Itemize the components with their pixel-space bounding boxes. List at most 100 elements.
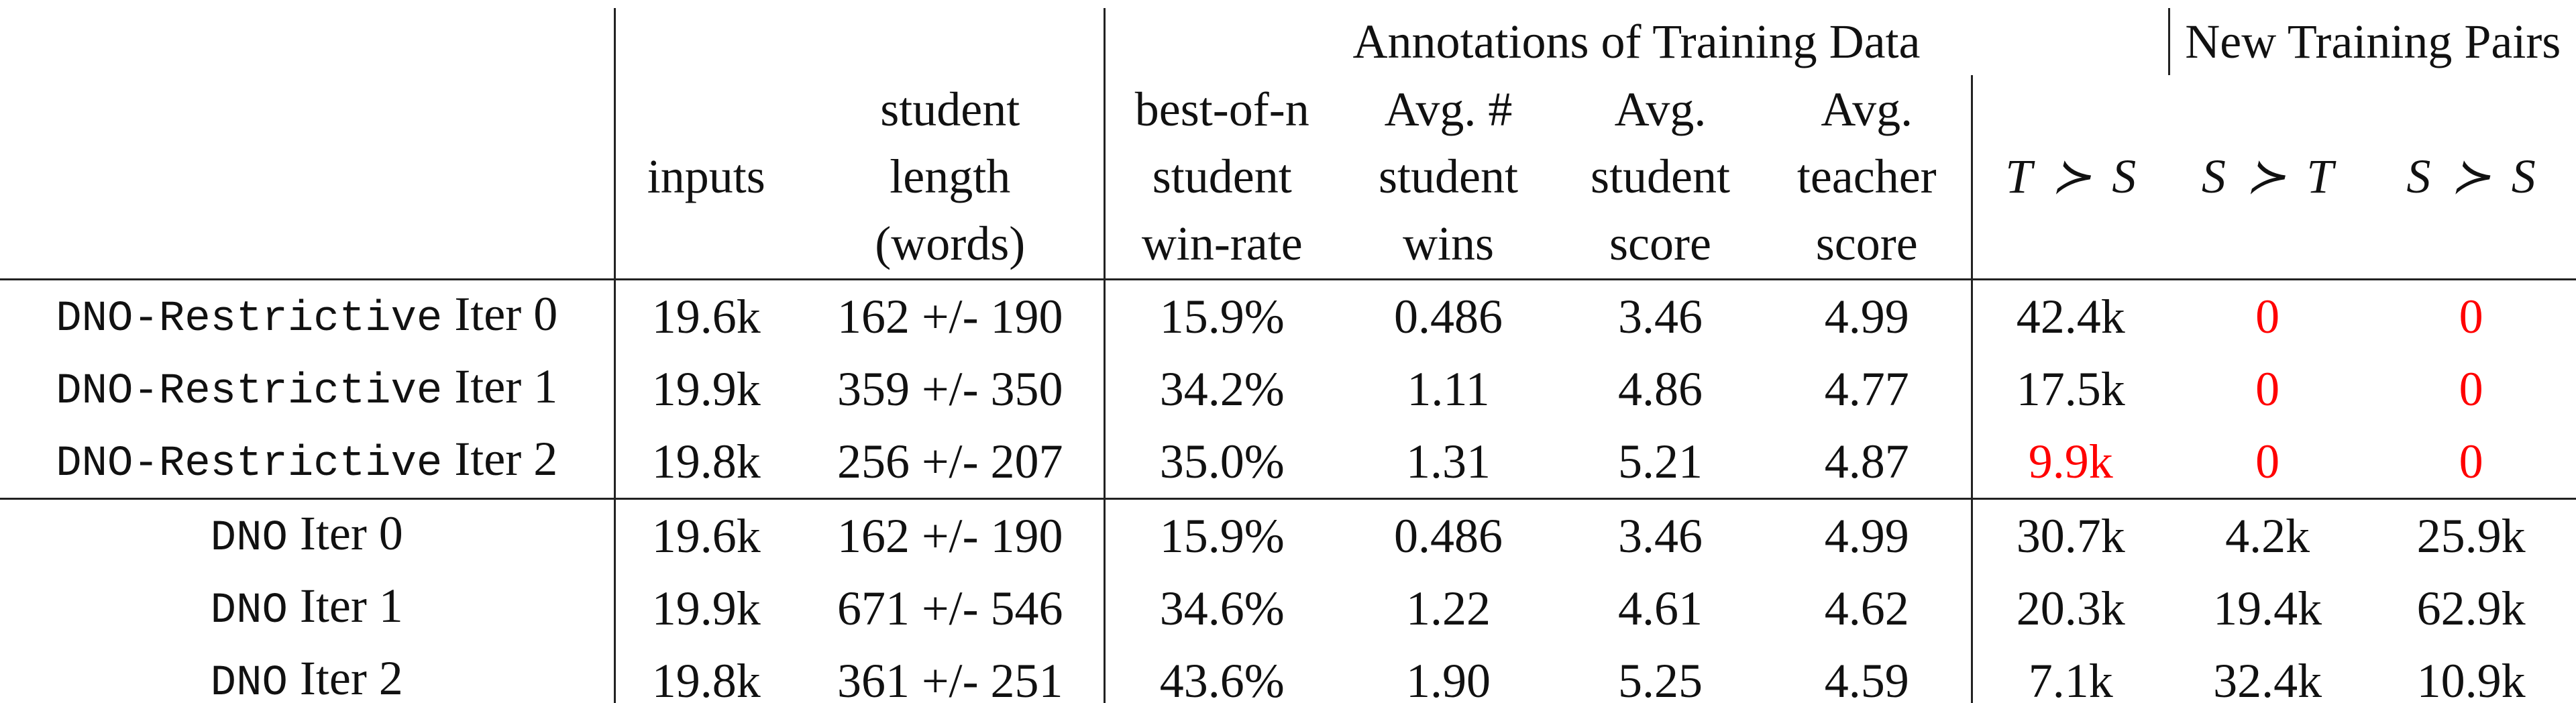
table-cell: 43.6%: [1103, 644, 1339, 703]
header-line: inputs: [647, 150, 765, 204]
table-cell: 15.9%: [1103, 497, 1339, 572]
method-name: DNO-Restrictive: [56, 367, 443, 416]
table-cell: 19.4k: [2213, 581, 2322, 635]
header-line: S ≻ S: [2406, 150, 2536, 204]
table-cell: 19.9k: [613, 572, 797, 645]
column-header: Avg. # student wins: [1339, 75, 1558, 279]
table-cell: 25.9k: [2366, 497, 2576, 572]
table-cell: 30.7k: [1970, 497, 2169, 572]
header-line: score: [1609, 217, 1711, 271]
table-cell: 5.25: [1618, 653, 1703, 703]
table-cell: 32.4k: [2213, 653, 2322, 703]
empty-cell: [0, 75, 614, 279]
group-header: Annotations of Training Data: [1103, 8, 2169, 75]
row-label: DNO-Restrictive Iter 1: [0, 353, 614, 425]
empty-cell: [0, 8, 614, 75]
table-cell: 1.22: [1406, 581, 1491, 635]
table-cell: 1.31: [1406, 434, 1491, 488]
table-cell: 1.90: [1406, 653, 1491, 703]
table-cell: 4.77: [1824, 362, 1909, 416]
table-cell: 62.9k: [2416, 581, 2526, 635]
data-row: DNO-Restrictive Iter 2 19.8k 256 +/- 207 35…: [0, 425, 2576, 499]
header-line: win-rate: [1141, 217, 1303, 271]
group-header-row: Annotations of Training Data New Training…: [0, 8, 2576, 75]
table-cell: 34.2%: [1103, 352, 1339, 425]
column-header: best-of-n student win-rate: [1103, 75, 1339, 279]
data-row: DNO Iter 0 19.6k 162 +/- 190 15.9% 0.486 3.46…: [0, 497, 2576, 572]
table-cell: 15.9%: [1103, 278, 1339, 353]
table-cell: 4.2k: [2169, 497, 2367, 572]
data-row: DNO Iter 1 19.9k 671 +/- 546 34.6% 1.22 4.61 4…: [0, 572, 2576, 645]
header-line: S ≻ T: [2201, 150, 2334, 204]
data-row: DNO Iter 2 19.8k 361 +/- 251 43.6% 1.90 5.25 4…: [0, 644, 2576, 703]
table-cell: 19.8k: [613, 644, 797, 703]
header-line: score: [1815, 217, 1918, 271]
table-cell: 35.0%: [1103, 425, 1339, 498]
header-line: student: [1152, 150, 1292, 204]
table-cell: 0: [2255, 434, 2280, 488]
iteration: Iter 0: [299, 506, 403, 560]
table-cell: 9.9k: [1970, 425, 2169, 498]
method-name: DNO-Restrictive: [56, 439, 443, 488]
table-cell: 0: [2255, 362, 2280, 416]
table-cell: 17.5k: [1970, 352, 2169, 425]
table-cell: 3.46: [1558, 278, 1763, 353]
method-name: DNO: [210, 586, 288, 635]
header-line: wins: [1402, 217, 1495, 271]
table-cell: 20.3k: [1970, 572, 2169, 645]
data-row: DNO-Restrictive Iter 1 19.9k 359 +/- 350 34…: [0, 352, 2576, 425]
row-label: DNO Iter 2: [0, 645, 614, 703]
iteration: Iter 1: [299, 578, 403, 633]
table-cell: 4.59: [1824, 653, 1909, 703]
header-line: best-of-n: [1134, 83, 1309, 137]
results-table: Annotations of Training Data New Training…: [0, 8, 2576, 703]
header-line: Avg.: [1821, 83, 1913, 137]
method-name: DNO: [210, 514, 288, 563]
table-cell: 1.11: [1407, 362, 1490, 416]
table-cell: 19.8k: [613, 425, 797, 498]
row-label: DNO-Restrictive Iter 2: [0, 425, 614, 499]
header-line: length: [890, 150, 1011, 204]
header-line: T ≻ S: [2005, 150, 2137, 204]
column-header: T ≻ S: [1970, 75, 2169, 279]
table-cell: 4.87: [1824, 434, 1909, 488]
column-header-row: inputs student length (words) best-of-n stude…: [0, 75, 2576, 279]
table-cell: 4.99: [1763, 278, 1972, 353]
header-line: student: [880, 83, 1020, 137]
header-line: student: [1591, 150, 1730, 204]
table-cell: 4.62: [1824, 581, 1909, 635]
header-line: Avg. #: [1384, 83, 1513, 137]
table-cell: 3.46: [1558, 497, 1763, 572]
column-header: S ≻ T: [2169, 75, 2366, 279]
table-cell: 0: [2366, 278, 2576, 353]
table-cell: 19.6k: [613, 497, 797, 572]
iteration: Iter 1: [454, 359, 558, 413]
data-row: DNO-Restrictive Iter 0 19.6k 162 +/- 190 15…: [0, 278, 2576, 353]
table-cell: 162 +/- 190: [797, 497, 1104, 572]
iteration: Iter 0: [454, 286, 558, 341]
table-cell: 19.9k: [613, 352, 797, 425]
table-cell: 19.6k: [613, 278, 797, 353]
table-cell: 10.9k: [2416, 653, 2526, 703]
method-name: DNO-Restrictive: [56, 294, 443, 343]
column-header: S ≻ S: [2366, 75, 2576, 279]
table-cell: 361 +/- 251: [837, 653, 1063, 703]
table-cell: 162 +/- 190: [797, 278, 1104, 353]
iteration: Iter 2: [454, 431, 558, 486]
page: Annotations of Training Data New Training…: [0, 8, 2576, 703]
table-cell: 256 +/- 207: [837, 434, 1063, 488]
column-header: student length (words): [797, 75, 1104, 279]
row-label: DNO-Restrictive Iter 0: [0, 278, 614, 353]
table-cell: 0: [2459, 362, 2483, 416]
header-line: student: [1379, 150, 1518, 204]
group-header: New Training Pairs: [2167, 8, 2576, 75]
row-label: DNO Iter 0: [0, 497, 614, 572]
table-cell: 0: [2169, 278, 2367, 353]
row-label: DNO Iter 1: [0, 572, 614, 645]
iteration: Iter 2: [299, 651, 403, 703]
table-cell: 0: [2459, 434, 2483, 488]
table-cell: 671 +/- 546: [837, 581, 1063, 635]
table-cell: 34.6%: [1103, 572, 1339, 645]
column-header: Avg. student score: [1558, 75, 1763, 279]
table-cell: 4.61: [1618, 581, 1703, 635]
